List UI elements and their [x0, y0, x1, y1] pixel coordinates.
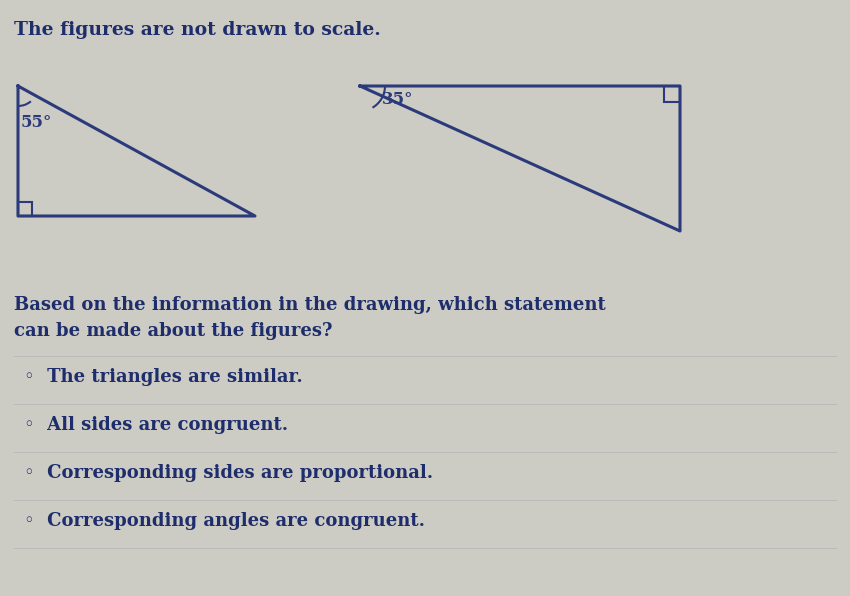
Text: Based on the information in the drawing, which statement
can be made about the f: Based on the information in the drawing,…: [14, 296, 606, 340]
Text: ◦  Corresponding sides are proportional.: ◦ Corresponding sides are proportional.: [24, 464, 434, 482]
Text: ◦  Corresponding angles are congruent.: ◦ Corresponding angles are congruent.: [24, 512, 425, 530]
Text: ◦  All sides are congruent.: ◦ All sides are congruent.: [24, 416, 288, 434]
Text: The figures are not drawn to scale.: The figures are not drawn to scale.: [14, 21, 381, 39]
Text: 55°: 55°: [21, 114, 53, 131]
Text: ◦  The triangles are similar.: ◦ The triangles are similar.: [24, 368, 303, 386]
Text: 35°: 35°: [382, 91, 413, 108]
